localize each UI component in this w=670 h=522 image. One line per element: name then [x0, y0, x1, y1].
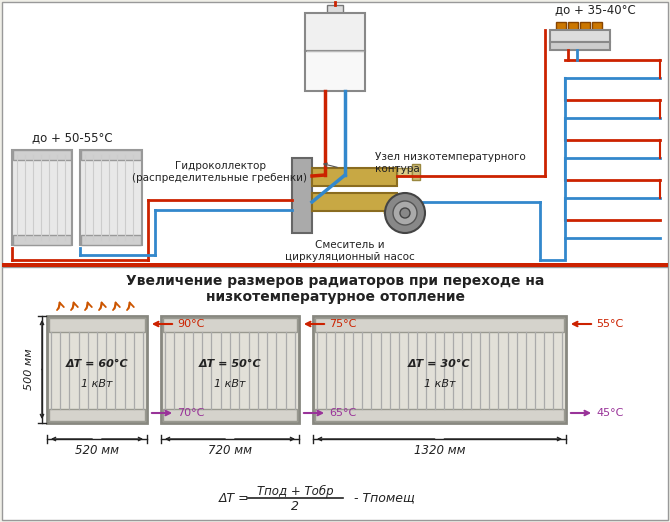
Text: 70°С: 70°С — [177, 408, 204, 418]
Bar — [397, 168, 412, 176]
Bar — [550, 42, 610, 50]
Text: 1 кВт: 1 кВт — [423, 379, 455, 389]
Bar — [305, 13, 365, 51]
Text: Гидроколлектор
(распределительные гребенки): Гидроколлектор (распределительные гребен… — [133, 161, 308, 183]
Bar — [327, 5, 343, 13]
Text: Тпод + Тобр: Тпод + Тобр — [257, 484, 333, 497]
Bar — [556, 22, 566, 30]
Bar — [412, 164, 420, 180]
Text: Узел низкотемпературного
контура: Узел низкотемпературного контура — [375, 152, 526, 174]
Text: 720 мм: 720 мм — [208, 444, 252, 457]
Text: ΔT = 60°С: ΔT = 60°С — [66, 359, 129, 369]
Text: до + 50-55°С: до + 50-55°С — [31, 132, 113, 145]
Bar — [163, 318, 297, 332]
Text: 65°С: 65°С — [329, 408, 356, 418]
Bar — [13, 235, 71, 245]
Text: 45°С: 45°С — [596, 408, 623, 418]
Bar — [49, 409, 145, 421]
Bar — [2, 267, 668, 520]
Bar — [312, 193, 397, 211]
Text: Смеситель и
циркуляционный насос: Смеситель и циркуляционный насос — [285, 240, 415, 262]
Bar — [163, 409, 297, 421]
Bar — [81, 150, 141, 160]
Text: ΔT =: ΔT = — [218, 492, 253, 504]
Circle shape — [393, 201, 417, 225]
Text: до + 35-40°С: до + 35-40°С — [555, 4, 635, 17]
Text: ΔT = 50°С: ΔT = 50°С — [199, 359, 261, 369]
Bar — [161, 316, 299, 423]
Text: 520 мм: 520 мм — [75, 444, 119, 457]
Text: 90°С: 90°С — [177, 319, 204, 329]
Text: 1 кВт: 1 кВт — [214, 379, 246, 389]
Circle shape — [385, 193, 425, 233]
Text: Увеличение размеров радиаторов при переходе на
низкотемпературное отопление: Увеличение размеров радиаторов при перех… — [126, 274, 544, 304]
Bar — [305, 51, 365, 91]
Bar — [2, 263, 668, 267]
Bar — [568, 22, 578, 30]
Bar — [47, 316, 147, 423]
Circle shape — [400, 208, 410, 218]
Bar — [550, 30, 610, 42]
Text: 1 кВт: 1 кВт — [81, 379, 113, 389]
Text: 500 мм: 500 мм — [24, 349, 34, 390]
Text: 1320 мм: 1320 мм — [414, 444, 465, 457]
Bar — [2, 2, 668, 267]
Bar — [49, 318, 145, 332]
Bar — [292, 158, 312, 233]
Bar — [81, 235, 141, 245]
Bar — [315, 409, 564, 421]
Text: 75°С: 75°С — [329, 319, 356, 329]
Bar — [80, 150, 142, 245]
Bar — [315, 318, 564, 332]
Bar — [13, 150, 71, 160]
Bar — [312, 168, 397, 186]
Text: 2: 2 — [291, 501, 299, 514]
Text: - Тпомещ: - Тпомещ — [350, 492, 415, 504]
Bar — [12, 150, 72, 245]
Bar — [592, 22, 602, 30]
Text: ΔT = 30°С: ΔT = 30°С — [408, 359, 471, 369]
Bar — [313, 316, 566, 423]
Text: 55°С: 55°С — [596, 319, 623, 329]
Bar — [580, 22, 590, 30]
